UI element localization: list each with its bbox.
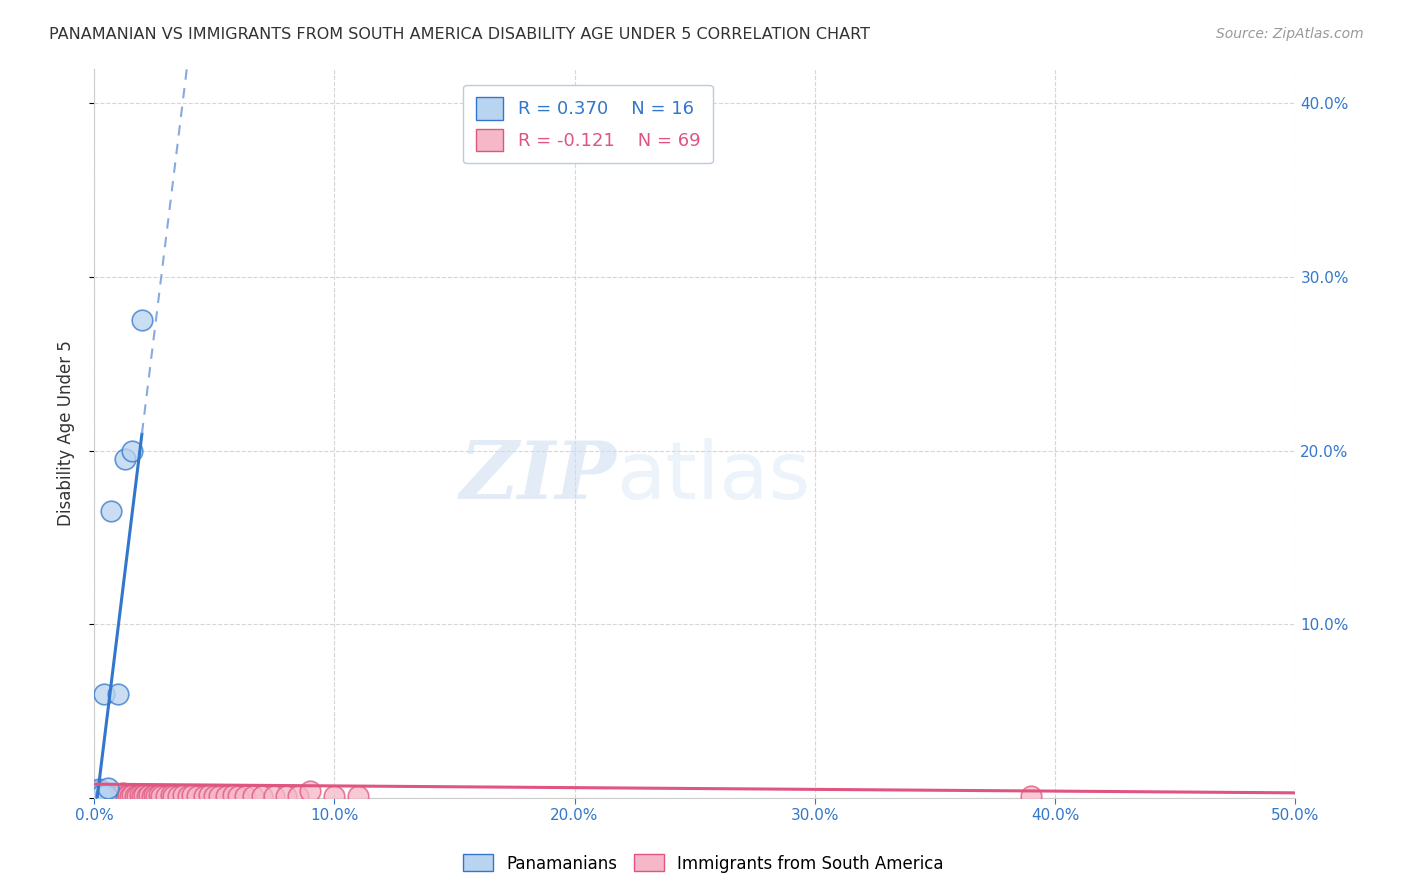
Point [1019,789,1042,804]
Point [198,788,221,802]
Point [134,788,156,802]
Point [97,788,120,802]
Point [250,789,273,804]
Point [347,789,370,804]
Point [87,789,110,804]
Point [94,788,117,802]
Point [299,784,322,798]
Legend: Panamanians, Immigrants from South America: Panamanians, Immigrants from South Ameri… [456,847,950,880]
Point [100,504,122,518]
Point [124,789,146,804]
Point [100,789,122,804]
Point [167,789,190,804]
Point [100,788,122,802]
Point [90,788,112,802]
Point [131,789,153,804]
Text: ZIP: ZIP [460,438,617,516]
Point [128,788,150,802]
Y-axis label: Disability Age Under 5: Disability Age Under 5 [58,341,75,526]
Point [104,789,127,804]
Point [145,789,167,804]
Point [226,789,249,804]
Point [186,789,208,804]
Point [233,789,256,804]
Point [176,789,198,804]
Point [90,788,112,802]
Point [97,780,120,795]
Point [111,788,134,802]
Point [215,789,238,804]
Point [150,789,173,804]
Point [193,789,215,804]
Point [276,789,298,804]
Point [202,789,225,804]
Point [162,789,184,804]
Point [93,788,115,802]
Point [93,687,115,701]
Point [97,789,120,804]
Point [87,784,110,798]
Point [94,789,117,804]
Point [87,786,110,800]
Point [87,786,110,800]
Text: PANAMANIAN VS IMMIGRANTS FROM SOUTH AMERICA DISABILITY AGE UNDER 5 CORRELATION C: PANAMANIAN VS IMMIGRANTS FROM SOUTH AMER… [49,27,870,42]
Point [131,313,153,327]
Point [323,789,346,804]
Point [101,789,124,804]
Point [94,786,117,800]
Text: Source: ZipAtlas.com: Source: ZipAtlas.com [1216,27,1364,41]
Point [94,788,117,802]
Point [287,789,309,804]
Point [86,784,108,798]
Point [222,788,245,802]
Point [117,788,139,802]
Point [155,789,177,804]
Point [181,788,204,802]
Point [121,443,143,458]
Point [93,789,115,804]
Point [86,786,108,800]
Point [87,789,110,804]
Point [90,789,112,804]
Point [107,789,129,804]
Legend: R = 0.370    N = 16, R = -0.121    N = 69: R = 0.370 N = 16, R = -0.121 N = 69 [464,85,713,163]
Point [104,788,127,802]
Point [143,788,166,802]
Point [208,789,231,804]
Point [141,789,163,804]
Point [86,788,108,802]
Point [263,789,285,804]
Point [101,788,124,802]
Point [148,788,170,802]
Point [90,789,112,804]
Point [118,789,141,804]
Point [172,788,194,802]
Point [138,788,160,802]
Point [110,789,132,804]
Point [242,789,264,804]
Point [86,789,108,804]
Point [114,789,136,804]
Point [90,786,112,800]
Point [107,687,129,701]
Point [111,786,134,800]
Point [107,788,129,802]
Point [87,788,110,802]
Point [135,789,157,804]
Point [86,789,108,804]
Point [127,789,149,804]
Text: atlas: atlas [617,438,811,516]
Point [114,452,136,467]
Point [159,788,181,802]
Point [87,782,110,797]
Point [86,788,108,802]
Point [121,788,143,802]
